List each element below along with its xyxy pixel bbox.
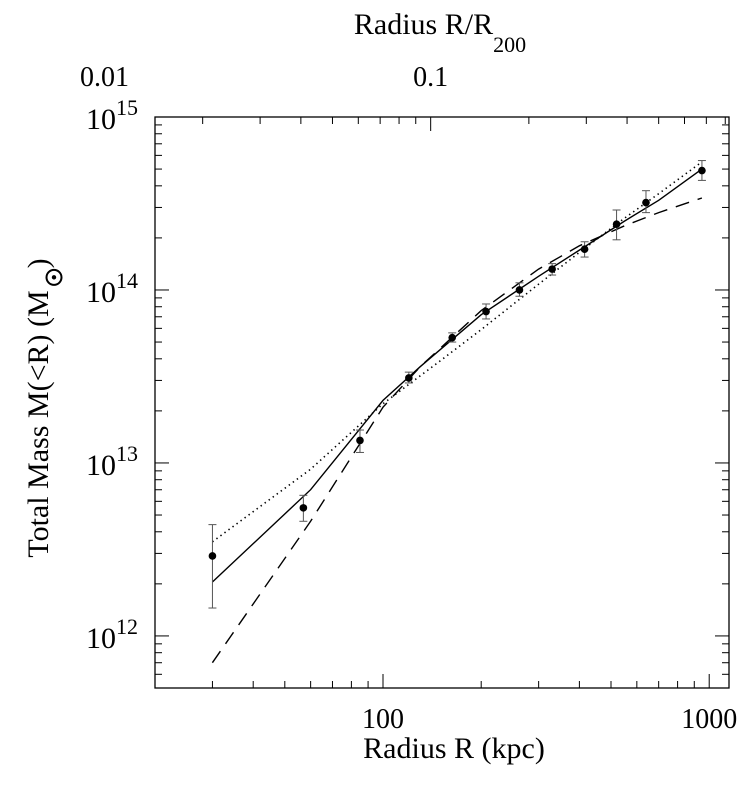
plot-frame xyxy=(154,116,730,689)
sun-symbol-icon xyxy=(45,268,63,286)
data-point xyxy=(299,504,308,512)
error-bars xyxy=(208,160,706,609)
x-axis-label: Radius R (kpc) xyxy=(363,732,545,765)
x-tick-label: 100 xyxy=(362,704,404,735)
y-tick-label: 1014 xyxy=(86,268,138,309)
data-point xyxy=(208,552,217,560)
tick-labels: 100 1000 0.01 0.1 1012 1013 1014 1015 xyxy=(80,62,737,735)
data-point xyxy=(405,374,413,382)
solid-model-curve xyxy=(211,168,703,583)
dashed-model-curve xyxy=(211,197,703,664)
plot-border xyxy=(154,116,730,689)
data-point xyxy=(580,245,589,254)
data-point xyxy=(612,220,621,229)
data-point xyxy=(356,436,364,445)
data-point xyxy=(515,286,524,294)
axis-ticks xyxy=(154,116,729,689)
top-x-axis-label: Radius R/R200 xyxy=(354,8,526,57)
top-x-tick-label: 0.1 xyxy=(413,62,448,93)
y-axis-label: Total Mass M(<R) (M) xyxy=(22,258,63,558)
x-tick-label: 1000 xyxy=(681,704,737,735)
dotted-model-curve xyxy=(211,161,703,543)
y-tick-label: 1015 xyxy=(86,95,138,136)
data-point xyxy=(448,333,457,342)
top-x-tick-label: 0.01 xyxy=(80,62,129,93)
svg-text:Total Mass M(<R) (M): Total Mass M(<R) (M) xyxy=(22,258,55,557)
data-point xyxy=(548,265,556,273)
y-tick-label: 1012 xyxy=(86,614,138,655)
data-point xyxy=(642,198,650,207)
model-curves xyxy=(211,161,703,664)
data-point xyxy=(698,166,706,175)
data-point xyxy=(482,307,490,316)
data-points xyxy=(208,166,706,560)
y-tick-label: 1013 xyxy=(86,441,138,482)
